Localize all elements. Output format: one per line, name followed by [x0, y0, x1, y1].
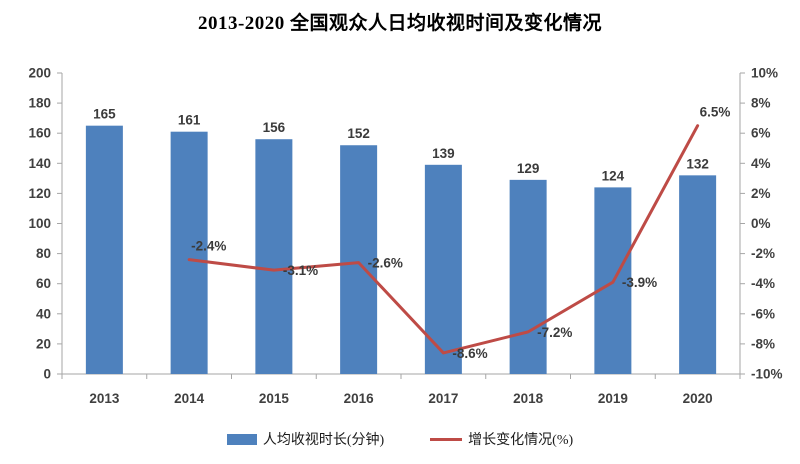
line-data-label: -3.1%: [283, 263, 318, 278]
bar-data-label: 139: [432, 146, 455, 161]
line-data-label: -8.6%: [452, 346, 487, 361]
legend-item-line-series: 增长变化情况(%): [430, 429, 573, 449]
bar-2016: [340, 145, 378, 374]
y-axis-right-tick-label: -8%: [751, 336, 775, 351]
y-axis-left-tick-label: 120: [28, 186, 51, 201]
y-axis-left-tick-label: 140: [28, 156, 51, 171]
y-axis-left-tick-label: 0: [43, 367, 51, 382]
bar-2020: [679, 175, 717, 374]
bar-2017: [424, 164, 462, 374]
bar-data-label: 132: [686, 156, 709, 171]
bar-2015: [255, 139, 293, 374]
y-axis-left-tick-label: 60: [36, 276, 51, 291]
y-axis-right-tick-label: -6%: [751, 306, 775, 321]
legend-label-line-series: 增长变化情况(%): [468, 433, 574, 448]
y-axis-left-tick-label: 160: [28, 126, 51, 141]
line-data-label: -2.6%: [368, 256, 403, 271]
line-data-label: -7.2%: [537, 325, 572, 340]
x-axis-label: 2020: [683, 391, 713, 406]
x-axis-label: 2015: [259, 391, 290, 406]
y-axis-left-tick-label: 20: [36, 336, 51, 351]
bar-data-label: 165: [93, 107, 116, 122]
y-axis-right-tick-label: -4%: [751, 276, 775, 291]
y-axis-right-tick-label: 6%: [751, 126, 771, 141]
y-axis-right-tick-label: 2%: [751, 186, 771, 201]
legend-item-bar-series: 人均收视时长(分钟): [226, 429, 385, 449]
x-axis-label: 2016: [344, 391, 375, 406]
y-axis-right-tick-label: -2%: [751, 246, 775, 261]
chart-title: 2013-2020 全国观众人日均收视时间及变化情况: [197, 13, 603, 34]
x-axis-label: 2017: [428, 391, 458, 406]
line-series-swatch-icon: [430, 437, 463, 441]
x-axis-label: 2018: [513, 391, 544, 406]
line-data-label: -3.9%: [622, 275, 657, 290]
bar-series-swatch-icon: [226, 433, 257, 445]
y-axis-right-tick-label: 0%: [751, 216, 771, 231]
y-axis-right-tick-label: 10%: [751, 66, 778, 81]
bar-data-label: 129: [517, 161, 540, 176]
y-axis-right-tick-label: -10%: [751, 367, 783, 382]
bar-data-label: 161: [178, 113, 201, 128]
trend-line: [187, 124, 700, 355]
y-axis-right-tick-label: 4%: [751, 156, 771, 171]
bar-2013: [85, 125, 123, 374]
bar-data-label: 124: [602, 168, 625, 183]
line-data-label: -2.4%: [191, 239, 226, 254]
x-axis-label: 2013: [89, 391, 120, 406]
y-axis-left-tick-label: 40: [36, 306, 51, 321]
y-axis-right-tick-label: 8%: [751, 96, 771, 111]
line-data-label: 6.5%: [700, 105, 731, 120]
bar-data-label: 152: [347, 126, 370, 141]
y-axis-left-tick-label: 200: [28, 66, 51, 81]
bar-2014: [170, 131, 208, 374]
y-axis-left-tick-label: 100: [28, 216, 51, 231]
legend-label-bar-series: 人均收视时长(分钟): [262, 433, 385, 448]
chart-legend: 人均收视时长(分钟) 增长变化情况(%): [0, 429, 800, 449]
y-axis-left-tick-label: 80: [36, 246, 51, 261]
bar-2018: [509, 179, 547, 374]
y-axis-left-tick-label: 180: [28, 96, 51, 111]
x-axis-label: 2014: [174, 391, 205, 406]
x-axis-label: 2019: [598, 391, 628, 406]
bar-data-label: 156: [263, 120, 286, 135]
